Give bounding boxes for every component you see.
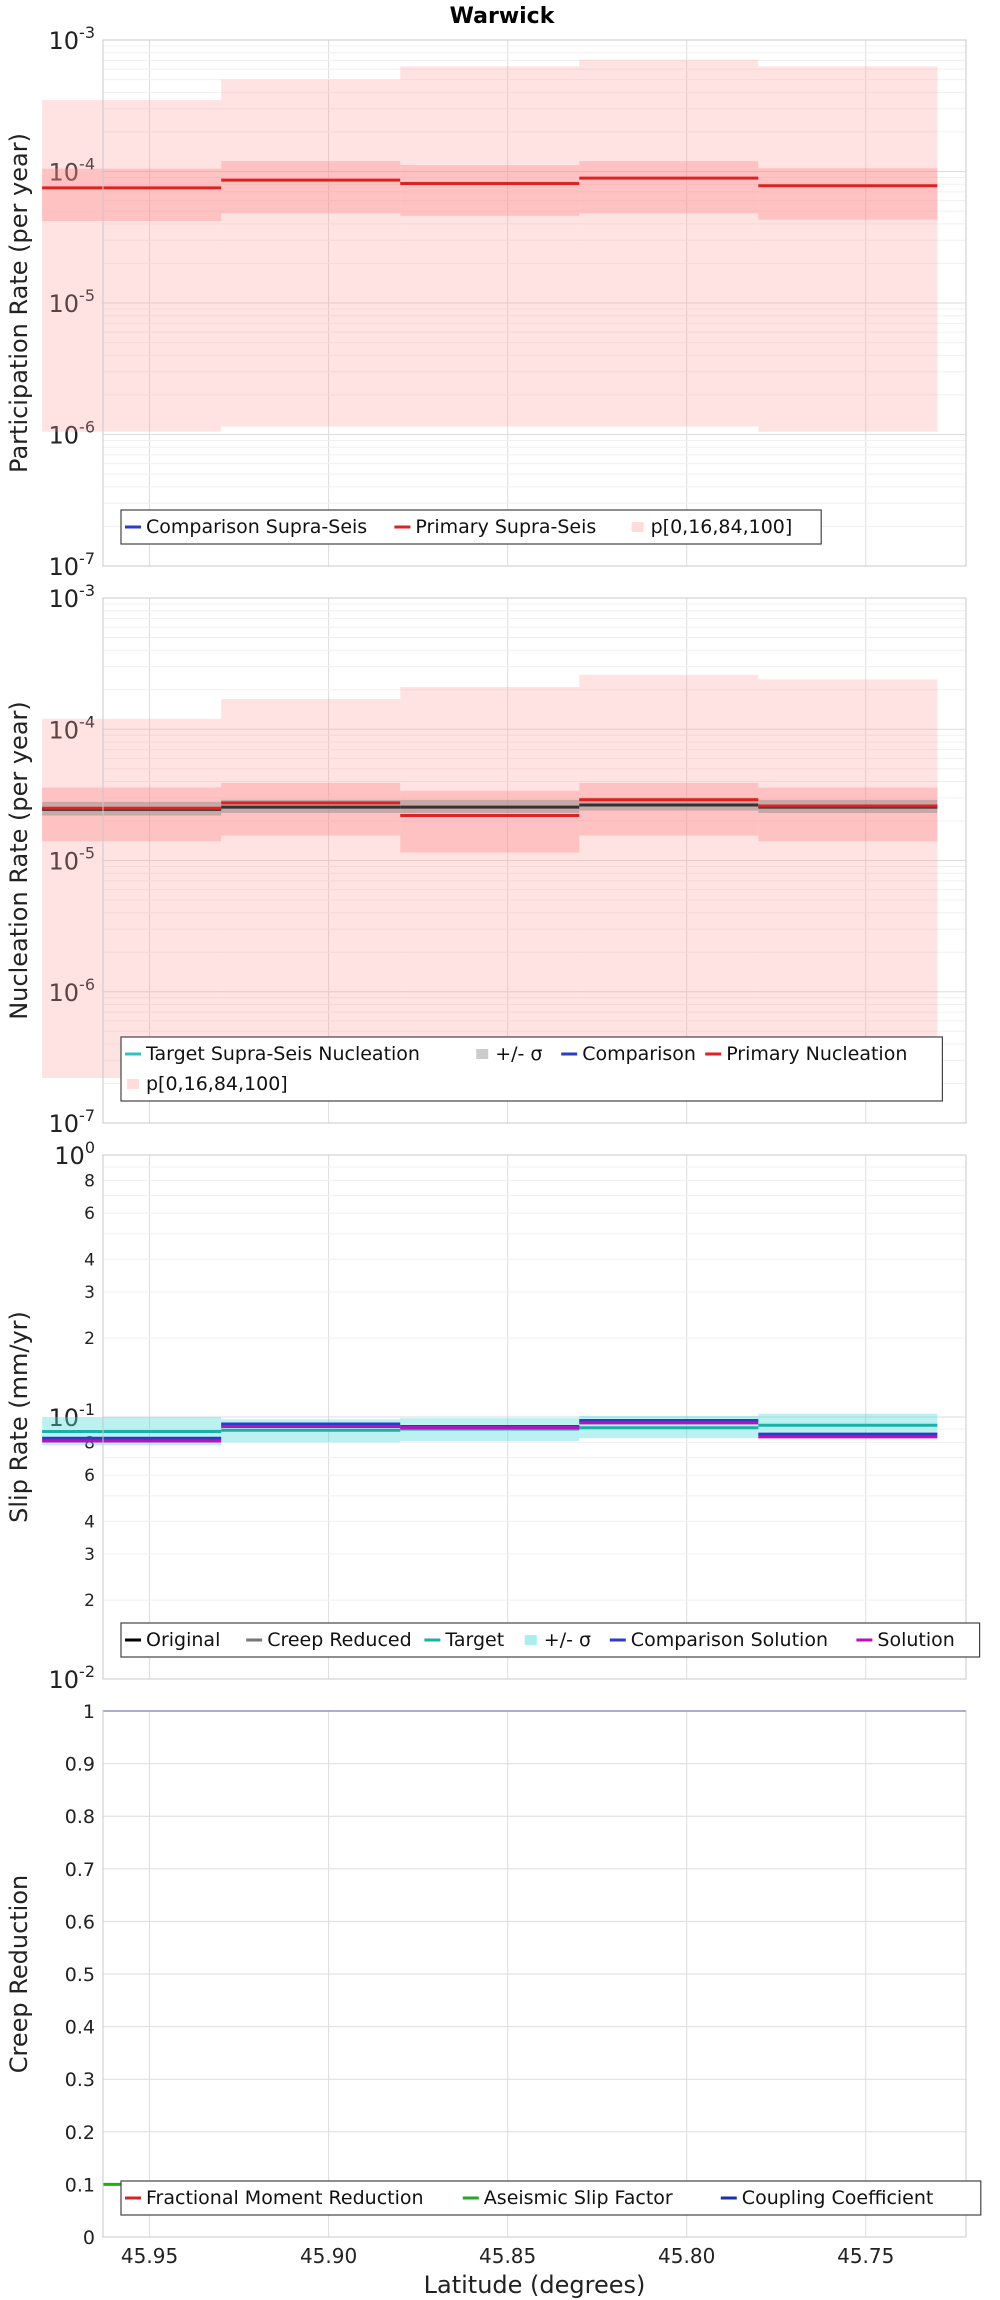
participation-band-0-bin-1 (221, 79, 401, 427)
nucleation-band-1-bin-4 (758, 787, 938, 842)
nucleation-band-0-bin-0 (42, 718, 222, 1079)
x-tick-label-3: 45.80 (658, 2244, 715, 2268)
nucleation-band-1-bin-1 (221, 782, 401, 836)
x-tick-label-2: 45.85 (479, 2244, 536, 2268)
nucleation-frame (102, 597, 967, 1124)
participation-band-1-bin-3 (579, 161, 759, 214)
slip-tick-label: 10-2 (49, 1662, 96, 1694)
slip-minor-tick-label: 4 (84, 1250, 95, 1270)
slip-y-axis-title: Slip Rate (mm/yr) (5, 1311, 33, 1523)
participation-legend-label: Comparison Supra-Seis (146, 516, 367, 538)
x-axis-title: Latitude (degrees) (424, 2271, 646, 2299)
x-tick-label-1: 45.90 (300, 2244, 357, 2268)
nucleation-tick-label: 10-6 (49, 975, 96, 1007)
participation-frame (102, 39, 967, 567)
slip-minor-tick-label: 6 (84, 1466, 95, 1486)
creep-tick-label-0: 0 (83, 2227, 95, 2249)
creep-legend-label: Aseismic Slip Factor (484, 2187, 673, 2209)
nucleation-band-1-bin-2 (400, 790, 580, 853)
creep-legend-label: Coupling Coefficient (742, 2187, 934, 2209)
participation-band-0-bin-0 (42, 99, 222, 432)
slip-frame (102, 1154, 967, 1680)
nucleation-legend-label: Primary Nucleation (726, 1043, 907, 1065)
slip-minor-tick-label: 8 (84, 1171, 95, 1191)
nucleation-legend-label: Target Supra-Seis Nucleation (145, 1043, 420, 1065)
slip-minor-tick-label: 6 (84, 1204, 95, 1224)
nucleation-legend-label: Comparison (582, 1043, 696, 1065)
nucleation-legend-swatch (127, 1079, 139, 1089)
slip-legend-label: Target (444, 1629, 504, 1651)
slip-legend-label: Comparison Solution (631, 1629, 828, 1651)
creep-tick-label-9: 0.9 (65, 1754, 95, 1776)
nucleation-legend-box (120, 1036, 944, 1102)
chart-title: Warwick (450, 4, 556, 29)
slip-minor-tick-label: 2 (84, 1591, 95, 1611)
nucleation-band-1-bin-3 (579, 782, 759, 836)
participation-band-0-bin-2 (400, 66, 580, 427)
participation-band-1-bin-1 (221, 161, 401, 214)
creep-legend-label: Fractional Moment Reduction (146, 2187, 424, 2209)
creep-legend: Fractional Moment Reduction Aseismic Slip… (120, 2180, 982, 2216)
nucleation-band-0-bin-2 (400, 686, 580, 1079)
nucleation-legend: Target Supra-Seis Nucleation +/- σ Compari… (120, 1036, 944, 1102)
creep-tick-label-2: 0.2 (65, 2122, 95, 2144)
participation-legend-box (120, 509, 822, 545)
slip-legend: Original Creep Reduced Target +/- σ Comparis… (120, 1622, 981, 1658)
nucleation-legend-swatch (476, 1049, 489, 1059)
nucleation-band-0-bin-3 (579, 674, 759, 1079)
creep-tick-label-4: 0.4 (65, 2017, 95, 2039)
slip-legend-label: +/- σ (544, 1629, 591, 1651)
creep-panel: 0 0.1 0.2 0.3 0.4 0.5 0.6 0.7 0.8 0.9 1 Creep Reduc… (5, 1701, 982, 2299)
participation-legend-label: Primary Supra-Seis (415, 516, 596, 538)
participation-band-1-bin-4 (758, 168, 938, 220)
slip-minor-tick-label: 3 (84, 1545, 95, 1565)
participation-band-0-bin-3 (579, 59, 759, 427)
slip-legend-label: Original (146, 1629, 220, 1651)
nucleation-band-0-bin-1 (221, 699, 401, 1079)
nucleation-legend-label: +/- σ (495, 1043, 542, 1065)
creep-tick-label-5: 0.5 (65, 1964, 95, 1986)
slip-legend-swatch (524, 1635, 537, 1645)
creep-tick-label-1: 0.1 (65, 2174, 95, 2196)
participation-band-0-bin-4 (758, 66, 938, 432)
nucleation-y-axis-title: Nucleation Rate (per year) (5, 701, 33, 1020)
nucleation-band-0-bin-4 (758, 679, 938, 1079)
creep-tick-label-6: 0.6 (65, 1911, 95, 1933)
creep-legend-box (120, 2180, 982, 2216)
creep-y-axis-title: Creep Reduction (5, 1875, 33, 2073)
participation-legend: Comparison Supra-Seis Primary Supra-Seis p… (120, 509, 822, 545)
participation-band-1-bin-2 (400, 165, 580, 216)
creep-tick-label-10: 1 (83, 1701, 95, 1723)
x-tick-label-4: 45.75 (837, 2244, 894, 2268)
slip-legend-label: Creep Reduced (267, 1629, 411, 1651)
slip-minor-tick-label: 2 (84, 1329, 95, 1349)
nucleation-band-1-bin-0 (42, 787, 222, 842)
slip-minor-tick-label: 8 (84, 1433, 95, 1453)
nucleation-legend-label: p[0,16,84,100] (146, 1073, 288, 1095)
slip-legend-label: Solution (877, 1629, 954, 1651)
slip-minor-tick-label: 3 (84, 1283, 95, 1303)
creep-tick-label-7: 0.7 (65, 1859, 95, 1881)
participation-y-axis-title: Participation Rate (per year) (5, 133, 33, 473)
slip-minor-tick-label: 4 (84, 1512, 95, 1532)
creep-tick-label-8: 0.8 (65, 1806, 95, 1828)
slip-tick-label: 100 (54, 1138, 95, 1170)
participation-band-1-bin-0 (42, 168, 222, 222)
creep-tick-label-3: 0.3 (65, 2069, 95, 2091)
creep-frame (102, 1710, 967, 2238)
participation-legend-swatch (631, 522, 644, 532)
participation-legend-label: p[0,16,84,100] (651, 516, 793, 538)
x-tick-label-0: 45.95 (121, 2244, 178, 2268)
slip-legend-box (120, 1622, 981, 1658)
